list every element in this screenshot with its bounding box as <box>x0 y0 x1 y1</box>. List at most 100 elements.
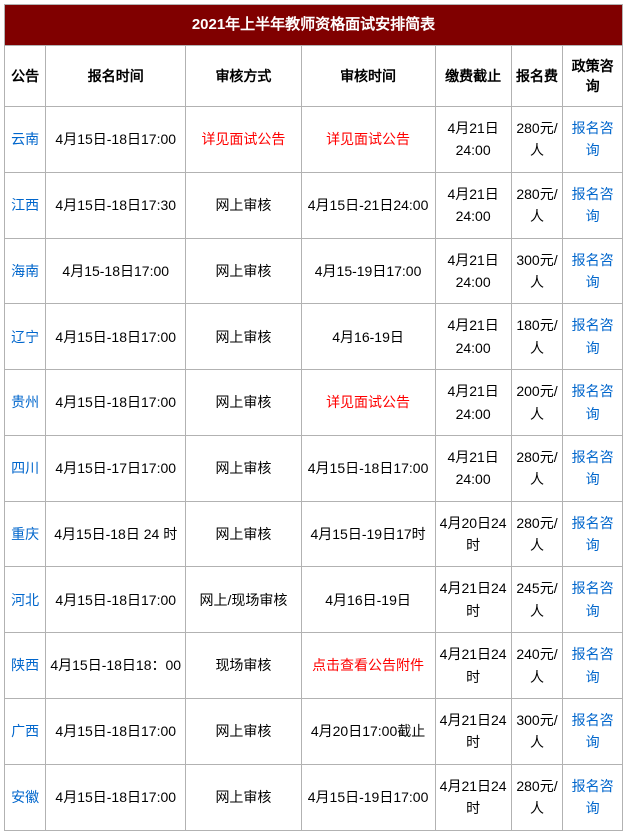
policy-consult-link[interactable]: 报名咨询 <box>563 107 623 173</box>
policy-consult-link[interactable]: 报名咨询 <box>563 501 623 567</box>
header-row: 公告报名时间审核方式审核时间缴费截止报名费政策咨询 <box>5 46 623 107</box>
province-link[interactable]: 云南 <box>5 107 46 173</box>
payment-deadline: 4月21日24:00 <box>435 172 511 238</box>
policy-consult-link[interactable]: 报名咨询 <box>563 699 623 765</box>
payment-deadline: 4月21日24:00 <box>435 370 511 436</box>
table-row: 江西4月15日-18日17:30网上审核4月15日-21日24:004月21日2… <box>5 172 623 238</box>
registration-time: 4月15日-18日17:00 <box>46 304 186 370</box>
policy-consult-link[interactable]: 报名咨询 <box>563 633 623 699</box>
review-method: 网上/现场审核 <box>186 567 301 633</box>
registration-time: 4月15日-18日17:30 <box>46 172 186 238</box>
payment-deadline: 4月21日24时 <box>435 633 511 699</box>
column-header: 报名时间 <box>46 46 186 107</box>
column-header: 公告 <box>5 46 46 107</box>
registration-time: 4月15日-18日17:00 <box>46 567 186 633</box>
policy-consult-link[interactable]: 报名咨询 <box>563 238 623 304</box>
review-time: 4月15日-19日17时 <box>301 501 435 567</box>
table-row: 重庆4月15日-18日 24 时网上审核4月15日-19日17时4月20日24时… <box>5 501 623 567</box>
payment-deadline: 4月21日24时 <box>435 567 511 633</box>
registration-time: 4月15日-18日17:00 <box>46 107 186 173</box>
policy-consult-link[interactable]: 报名咨询 <box>563 435 623 501</box>
column-header: 缴费截止 <box>435 46 511 107</box>
registration-fee: 300元/人 <box>511 699 563 765</box>
column-header: 审核时间 <box>301 46 435 107</box>
province-link[interactable]: 海南 <box>5 238 46 304</box>
table-row: 贵州4月15日-18日17:00网上审核详见面试公告4月21日24:00200元… <box>5 370 623 436</box>
table-row: 辽宁4月15日-18日17:00网上审核4月16-19日4月21日24:0018… <box>5 304 623 370</box>
payment-deadline: 4月20日24时 <box>435 501 511 567</box>
province-link[interactable]: 四川 <box>5 435 46 501</box>
province-link[interactable]: 河北 <box>5 567 46 633</box>
registration-fee: 300元/人 <box>511 238 563 304</box>
column-header: 政策咨询 <box>563 46 623 107</box>
province-link[interactable]: 广西 <box>5 699 46 765</box>
province-link[interactable]: 辽宁 <box>5 304 46 370</box>
payment-deadline: 4月21日24:00 <box>435 435 511 501</box>
review-method: 网上审核 <box>186 370 301 436</box>
review-time: 4月15日-19日17:00 <box>301 764 435 830</box>
column-header: 报名费 <box>511 46 563 107</box>
registration-fee: 280元/人 <box>511 172 563 238</box>
registration-fee: 245元/人 <box>511 567 563 633</box>
registration-time: 4月15日-18日17:00 <box>46 370 186 436</box>
registration-time: 4月15日-17日17:00 <box>46 435 186 501</box>
registration-fee: 280元/人 <box>511 764 563 830</box>
review-time: 4月16-19日 <box>301 304 435 370</box>
registration-fee: 200元/人 <box>511 370 563 436</box>
table-row: 河北4月15日-18日17:00网上/现场审核4月16日-19日4月21日24时… <box>5 567 623 633</box>
registration-time: 4月15日-18日17:00 <box>46 764 186 830</box>
review-method: 现场审核 <box>186 633 301 699</box>
review-method: 网上审核 <box>186 238 301 304</box>
policy-consult-link[interactable]: 报名咨询 <box>563 567 623 633</box>
registration-fee: 280元/人 <box>511 501 563 567</box>
payment-deadline: 4月21日24:00 <box>435 304 511 370</box>
column-header: 审核方式 <box>186 46 301 107</box>
registration-fee: 240元/人 <box>511 633 563 699</box>
review-time: 详见面试公告 <box>301 370 435 436</box>
review-method: 网上审核 <box>186 764 301 830</box>
table-row: 云南4月15日-18日17:00详见面试公告详见面试公告4月21日24:0028… <box>5 107 623 173</box>
review-method: 网上审核 <box>186 501 301 567</box>
review-time: 4月15-19日17:00 <box>301 238 435 304</box>
title-row: 2021年上半年教师资格面试安排简表 <box>5 5 623 46</box>
payment-deadline: 4月21日24时 <box>435 699 511 765</box>
review-method: 网上审核 <box>186 304 301 370</box>
province-link[interactable]: 安徽 <box>5 764 46 830</box>
policy-consult-link[interactable]: 报名咨询 <box>563 764 623 830</box>
review-time: 4月15日-21日24:00 <box>301 172 435 238</box>
province-link[interactable]: 陕西 <box>5 633 46 699</box>
review-time: 4月20日17:00截止 <box>301 699 435 765</box>
province-link[interactable]: 贵州 <box>5 370 46 436</box>
registration-time: 4月15-18日17:00 <box>46 238 186 304</box>
policy-consult-link[interactable]: 报名咨询 <box>563 172 623 238</box>
registration-fee: 180元/人 <box>511 304 563 370</box>
review-method: 网上审核 <box>186 699 301 765</box>
registration-time: 4月15日-18日 24 时 <box>46 501 186 567</box>
table-row: 广西4月15日-18日17:00网上审核4月20日17:00截止4月21日24时… <box>5 699 623 765</box>
review-method: 详见面试公告 <box>186 107 301 173</box>
table-row: 海南4月15-18日17:00网上审核4月15-19日17:004月21日24:… <box>5 238 623 304</box>
payment-deadline: 4月21日24:00 <box>435 238 511 304</box>
table-row: 四川4月15日-17日17:00网上审核4月15日-18日17:004月21日2… <box>5 435 623 501</box>
policy-consult-link[interactable]: 报名咨询 <box>563 370 623 436</box>
review-method: 网上审核 <box>186 172 301 238</box>
province-link[interactable]: 重庆 <box>5 501 46 567</box>
payment-deadline: 4月21日24:00 <box>435 107 511 173</box>
registration-fee: 280元/人 <box>511 107 563 173</box>
registration-time: 4月15日-18日18：00 <box>46 633 186 699</box>
review-time: 4月15日-18日17:00 <box>301 435 435 501</box>
payment-deadline: 4月21日24时 <box>435 764 511 830</box>
registration-fee: 280元/人 <box>511 435 563 501</box>
review-time: 详见面试公告 <box>301 107 435 173</box>
schedule-table: 2021年上半年教师资格面试安排简表 公告报名时间审核方式审核时间缴费截止报名费… <box>4 4 623 831</box>
registration-time: 4月15日-18日17:00 <box>46 699 186 765</box>
table-body: 云南4月15日-18日17:00详见面试公告详见面试公告4月21日24:0028… <box>5 107 623 831</box>
table-row: 安徽4月15日-18日17:00网上审核4月15日-19日17:004月21日2… <box>5 764 623 830</box>
review-method: 网上审核 <box>186 435 301 501</box>
review-time: 点击查看公告附件 <box>301 633 435 699</box>
policy-consult-link[interactable]: 报名咨询 <box>563 304 623 370</box>
table-title: 2021年上半年教师资格面试安排简表 <box>5 5 623 46</box>
province-link[interactable]: 江西 <box>5 172 46 238</box>
review-time: 4月16日-19日 <box>301 567 435 633</box>
table-row: 陕西4月15日-18日18：00现场审核点击查看公告附件4月21日24时240元… <box>5 633 623 699</box>
